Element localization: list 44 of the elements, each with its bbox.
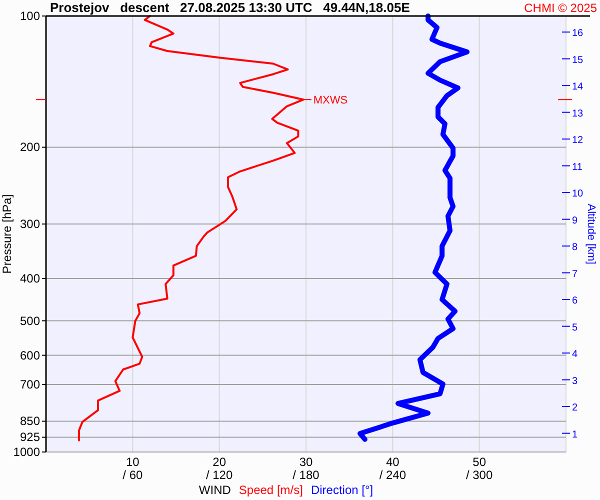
x-tick-label: 50	[472, 455, 486, 469]
text: CHMI © 2025	[524, 1, 598, 15]
y2-tick-label: 12	[572, 135, 584, 146]
x2-tick-label: / 300	[466, 468, 493, 482]
text: Speed [m/s]	[238, 483, 303, 497]
y2-tick-label: 4	[572, 349, 578, 360]
y-tick-label: 400	[20, 272, 40, 286]
y2-tick-label: 5	[572, 322, 578, 334]
y-tick-label: 850	[20, 414, 40, 428]
x2-tick-label: / 60	[122, 468, 143, 482]
y2-tick-label: 15	[572, 54, 584, 66]
y-tick-label: 925	[20, 430, 40, 444]
y2-tick-label: 7	[572, 268, 578, 280]
x-tick-label: 30	[299, 455, 313, 469]
y-tick-label: 1000	[13, 445, 40, 459]
x2-tick-label: / 180	[292, 468, 320, 482]
y2-tick-label: 3	[572, 376, 578, 387]
y-tick-label: 200	[20, 140, 40, 154]
y-tick-label: 100	[20, 9, 40, 23]
x-tick-label: 40	[386, 455, 400, 469]
text: Direction [°]	[310, 483, 374, 497]
y2-tick-label: 13	[572, 108, 584, 120]
y2-tick-label: 2	[572, 402, 578, 414]
y-tick-label: 600	[20, 348, 40, 362]
annotation: MXWS	[313, 94, 348, 107]
y2-tick-label: 8	[572, 242, 578, 254]
y2-axis-title: Altitude [km]	[585, 204, 597, 264]
y2-tick-label: 16	[572, 28, 584, 40]
x-tick-label: 10	[126, 455, 140, 469]
x-tick-label: 20	[212, 455, 226, 469]
y-tick-label: 300	[20, 217, 40, 232]
chart-title: Prostejov descent 27.08.2025 13:30 UTC 49.44N,18.05E	[50, 0, 410, 15]
y2-tick-label: 1	[572, 429, 578, 440]
x2-tick-label: / 240	[379, 468, 406, 482]
y-tick-label: 500	[20, 314, 40, 328]
y2-tick-label: 6	[572, 296, 578, 307]
y-axis-title: Pressure [hPa]	[0, 194, 14, 274]
y2-tick-label: 11	[572, 162, 583, 173]
y2-tick-label: 14	[572, 82, 584, 93]
x2-tick-label: / 120	[206, 468, 233, 482]
y2-tick-label: 9	[572, 215, 578, 226]
y-tick-label: 700	[20, 377, 40, 392]
x-axis-title: WIND	[198, 483, 232, 497]
y2-tick-label: 10	[572, 188, 584, 200]
